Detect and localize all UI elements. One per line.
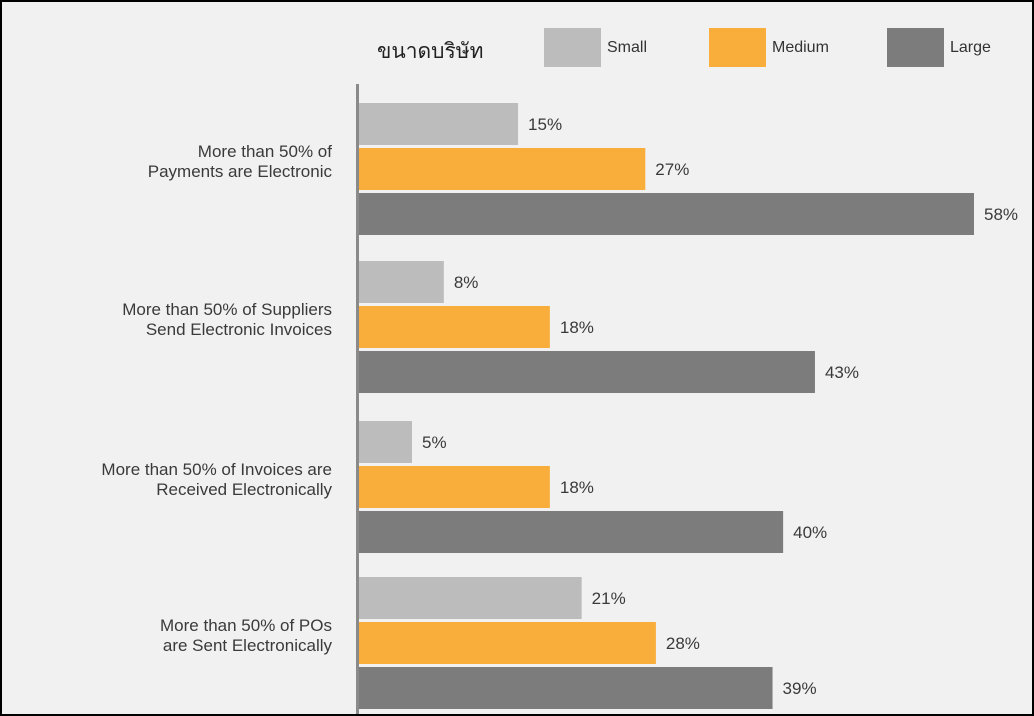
bar-medium-3	[359, 466, 550, 508]
data-label-small-4: 21%	[592, 589, 626, 608]
bar-large-1	[359, 193, 974, 235]
legend-title: ขนาดบริษัท	[377, 39, 483, 63]
bar-medium-1	[359, 148, 646, 190]
bar-medium-4	[359, 622, 656, 664]
legend-label-small: Small	[607, 39, 647, 56]
data-label-medium-2: 18%	[560, 318, 594, 337]
data-label-medium-4: 28%	[666, 634, 700, 653]
bar-small-3	[359, 421, 413, 463]
data-label-small-1: 15%	[528, 115, 562, 134]
category-label-2-line-1: More than 50% of Suppliers	[122, 300, 332, 319]
bar-large-4	[359, 667, 773, 709]
bar-small-2	[359, 261, 444, 303]
category-label-4-line-2: are Sent Electronically	[163, 636, 333, 655]
data-label-medium-1: 27%	[655, 160, 689, 179]
bar-small-4	[359, 577, 582, 619]
bar-small-1	[359, 103, 519, 145]
data-label-small-2: 8%	[454, 273, 479, 292]
legend-swatch-medium	[709, 28, 766, 67]
category-label-3-line-1: More than 50% of Invoices are	[101, 460, 332, 479]
category-label-1-line-1: More than 50% of	[198, 142, 332, 161]
category-label-3-line-2: Received Electronically	[156, 480, 332, 499]
legend-label-large: Large	[950, 39, 991, 56]
legend-swatch-large	[887, 28, 944, 67]
data-label-large-1: 58%	[984, 205, 1018, 224]
data-label-large-2: 43%	[825, 363, 859, 382]
data-label-large-4: 39%	[783, 679, 817, 698]
legend-swatch-small	[544, 28, 601, 67]
bar-large-2	[359, 351, 815, 393]
data-label-medium-3: 18%	[560, 478, 594, 497]
data-label-small-3: 5%	[422, 433, 447, 452]
legend-label-medium: Medium	[772, 39, 829, 56]
bar-large-3	[359, 511, 784, 553]
category-label-2-line-2: Send Electronic Invoices	[146, 320, 332, 339]
bar-medium-2	[359, 306, 550, 348]
category-label-1-line-2: Payments are Electronic	[148, 162, 333, 181]
category-label-4-line-1: More than 50% of POs	[160, 616, 332, 635]
data-label-large-3: 40%	[793, 523, 827, 542]
